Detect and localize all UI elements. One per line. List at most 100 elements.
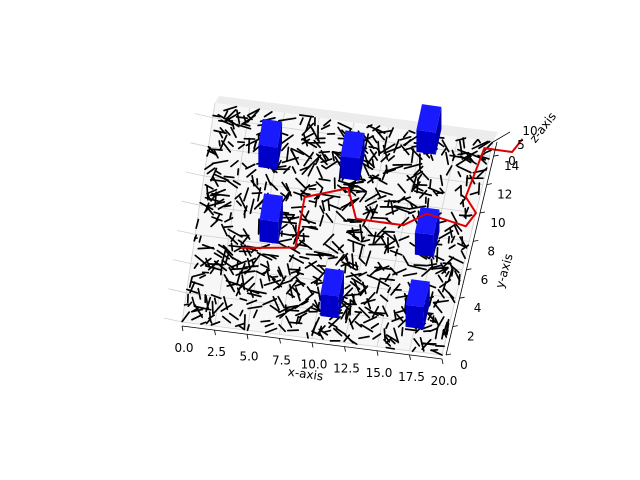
network-edge: [302, 232, 305, 243]
network-edge: [448, 244, 456, 250]
network-edge: [321, 200, 326, 212]
network-edge: [366, 124, 373, 129]
network-edge: [269, 275, 276, 281]
network-edge: [210, 294, 222, 300]
y-axis-label: y-axis: [493, 252, 516, 290]
network-edge: [385, 209, 399, 216]
network-edge: [358, 306, 371, 319]
y-tick-mark: [493, 154, 499, 157]
network-edge: [440, 147, 448, 156]
network-edge: [249, 289, 267, 295]
network-edge: [212, 114, 221, 118]
grid-line-x: [181, 102, 216, 323]
network-edge: [447, 291, 456, 304]
network-edge: [411, 181, 421, 192]
network-edge: [246, 299, 258, 305]
network-edge: [360, 323, 374, 333]
network-edge: [303, 151, 314, 167]
network-edge: [277, 238, 293, 243]
network-edge: [300, 132, 314, 141]
y-tick-mark: [459, 296, 465, 299]
network-edge: [227, 141, 234, 148]
network-edge: [454, 270, 461, 282]
x-tick-label: 15.0: [366, 366, 393, 380]
network-edge: [421, 342, 435, 346]
network-edge: [307, 122, 315, 132]
y-tick-label: 10: [490, 216, 505, 230]
network-edge: [375, 277, 382, 294]
network-edge: [455, 155, 472, 167]
network-edge: [454, 185, 462, 192]
network-edge: [445, 151, 450, 166]
network-edge: [447, 268, 453, 282]
network-edge: [228, 244, 244, 248]
wall-grid-line: [185, 171, 205, 177]
obstacle-front-face: [414, 232, 434, 258]
network-edge: [246, 324, 250, 332]
network-edge: [453, 222, 463, 232]
network-edge: [260, 319, 271, 323]
network-edge: [193, 234, 198, 242]
network-edge: [371, 305, 380, 318]
network-edge: [227, 228, 243, 238]
network-edge: [290, 147, 305, 156]
network-edge: [358, 245, 364, 260]
obstacle-side-face: [423, 281, 430, 330]
network-edge: [413, 165, 424, 176]
network-edge: [236, 168, 240, 176]
grid-line-x: [344, 127, 390, 343]
network-edge: [435, 246, 439, 263]
obstacle-side-face: [435, 106, 442, 155]
network-edge: [321, 164, 328, 170]
network-edge: [266, 260, 270, 268]
network-edge: [429, 319, 438, 324]
network-edge: [434, 327, 439, 340]
network-edge: [363, 164, 370, 177]
network-edge: [441, 267, 449, 275]
network-edge: [453, 225, 460, 235]
network-edge: [370, 322, 380, 329]
network-edge: [368, 151, 378, 163]
y-tick-label: 0: [460, 358, 468, 372]
wall-grid-line: [163, 317, 183, 323]
network-edge: [309, 289, 319, 294]
network-edge: [218, 243, 228, 251]
network-edge: [190, 280, 204, 287]
network-edge: [252, 254, 261, 265]
network-edge: [213, 297, 217, 305]
network-edge: [380, 153, 391, 163]
network-edge: [191, 272, 205, 278]
network-edge: [212, 176, 219, 187]
obstacle-front-face: [405, 304, 424, 330]
network-edge: [255, 270, 266, 277]
network-edge: [278, 323, 287, 333]
network-edge: [359, 192, 367, 203]
network-edge: [253, 198, 265, 210]
network-edge: [223, 295, 229, 311]
network-edge: [343, 183, 359, 188]
network-edge: [201, 243, 215, 250]
network-edge: [285, 191, 292, 202]
network-edge: [211, 300, 214, 315]
network-edge: [370, 204, 379, 220]
network-edge: [339, 298, 352, 308]
network-edge: [227, 234, 239, 245]
network-edge: [277, 266, 285, 282]
network-edge: [429, 264, 443, 269]
network-edge: [334, 156, 342, 168]
x-tick-mark: [376, 350, 379, 356]
network-edge: [220, 223, 228, 237]
network-edge: [445, 165, 453, 176]
network-edge: [388, 127, 394, 138]
network-edge: [441, 256, 455, 270]
network-edge: [285, 281, 297, 295]
network-edge: [213, 260, 228, 272]
network-edge: [433, 299, 440, 308]
x-tick-mark: [344, 346, 346, 352]
network-edge: [383, 136, 388, 152]
network-edge: [290, 273, 300, 281]
network-edge: [305, 253, 324, 257]
network-edge: [358, 335, 370, 340]
network-edge: [363, 316, 378, 324]
network-edge: [404, 328, 419, 332]
